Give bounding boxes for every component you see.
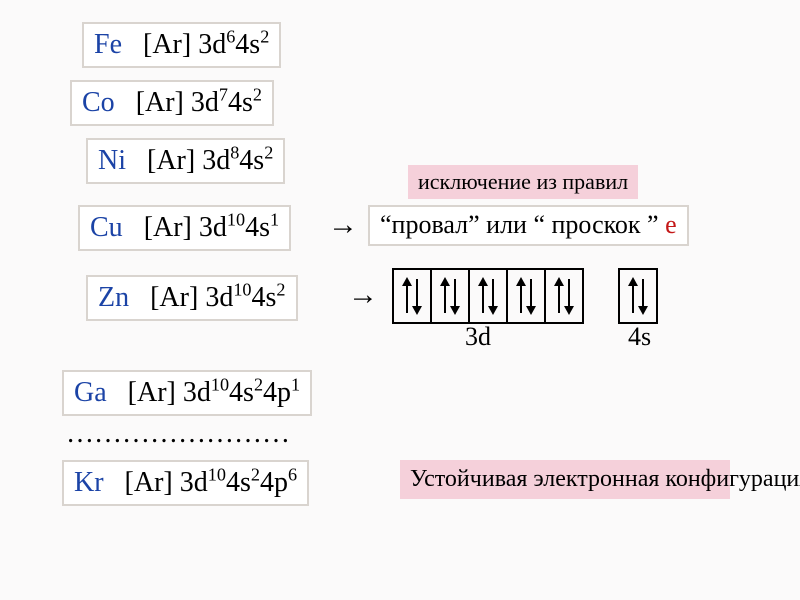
term-cu-3d: 3d xyxy=(199,212,227,243)
note-slip: “провал” или “ проскок ” е xyxy=(368,205,689,246)
config-fe: Fe [Ar] 3d64s2 xyxy=(82,22,281,68)
term-kr-3d: 3d xyxy=(180,467,208,498)
core-cu: [Ar] xyxy=(144,212,192,243)
sup-cu-1: 1 xyxy=(270,210,279,230)
note-stable-prefix: Устойчивая электронная конфигурация d xyxy=(410,466,800,492)
term-ga-4s: 4s xyxy=(229,377,254,408)
config-cu: Cu [Ar] 3d104s1 xyxy=(78,205,291,251)
sup-kr-10: 10 xyxy=(208,465,226,485)
term-zn-4s: 4s xyxy=(252,282,277,313)
sup-ga-10: 10 xyxy=(211,375,229,395)
sup-fe-6: 6 xyxy=(226,27,235,47)
symbol-kr: Kr xyxy=(74,467,104,498)
sup-zn-2: 2 xyxy=(276,280,285,300)
sup-zn-10: 10 xyxy=(233,280,251,300)
term-co-3d: 3d xyxy=(191,87,219,118)
sup-fe-2: 2 xyxy=(260,27,269,47)
note-stable: Устойчивая электронная конфигурация d0, … xyxy=(400,460,730,499)
term-ga-4p: 4p xyxy=(263,377,291,408)
config-ga: Ga [Ar] 3d104s24p1 xyxy=(62,370,312,416)
symbol-ga: Ga xyxy=(74,377,107,408)
note-exception: исключение из правил xyxy=(408,165,638,199)
core-ga: [Ar] xyxy=(128,377,176,408)
orbital-3d-group xyxy=(392,268,584,324)
core-kr: [Ar] xyxy=(125,467,173,498)
symbol-co: Co xyxy=(82,87,115,118)
config-zn: Zn [Ar] 3d104s2 xyxy=(86,275,298,321)
term-ni-4s: 4s xyxy=(239,145,264,176)
term-kr-4p: 4p xyxy=(260,467,288,498)
config-ni: Ni [Ar] 3d84s2 xyxy=(86,138,285,184)
orbital-4s-group xyxy=(618,268,658,324)
term-cu-4s: 4s xyxy=(245,212,270,243)
core-co: [Ar] xyxy=(136,87,184,118)
orbital-3d-box xyxy=(468,268,508,324)
term-zn-3d: 3d xyxy=(205,282,233,313)
sup-co-7: 7 xyxy=(219,85,228,105)
term-fe-4s: 4s xyxy=(235,29,260,60)
orbital-3d-box xyxy=(506,268,546,324)
ellipsis-row: …………………… xyxy=(66,418,290,450)
sup-ni-2: 2 xyxy=(264,143,273,163)
sup-cu-10: 10 xyxy=(227,210,245,230)
term-fe-3d: 3d xyxy=(198,29,226,60)
orbital-3d-box xyxy=(430,268,470,324)
arrow-zn: → xyxy=(348,278,378,312)
term-co-4s: 4s xyxy=(228,87,253,118)
symbol-zn: Zn xyxy=(98,282,129,313)
orbital-4s-label: 4s xyxy=(628,322,651,352)
term-ga-3d: 3d xyxy=(183,377,211,408)
core-ni: [Ar] xyxy=(147,145,195,176)
orbital-3d-box xyxy=(544,268,584,324)
symbol-ni: Ni xyxy=(98,145,126,176)
orbital-3d-box xyxy=(392,268,432,324)
symbol-cu: Cu xyxy=(90,212,123,243)
symbol-fe: Fe xyxy=(94,29,122,60)
core-fe: [Ar] xyxy=(143,29,191,60)
config-kr: Kr [Ar] 3d104s24p6 xyxy=(62,460,309,506)
sup-ga-2: 2 xyxy=(254,375,263,395)
sup-ni-8: 8 xyxy=(230,143,239,163)
sup-co-2: 2 xyxy=(253,85,262,105)
orbital-3d-label: 3d xyxy=(465,322,491,352)
core-zn: [Ar] xyxy=(150,282,198,313)
config-co: Co [Ar] 3d74s2 xyxy=(70,80,274,126)
note-slip-text: “провал” или “ проскок ” xyxy=(380,210,665,239)
note-slip-e: е xyxy=(665,210,677,239)
note-exception-text: исключение из правил xyxy=(418,169,628,194)
term-kr-4s: 4s xyxy=(226,467,251,498)
sup-kr-6: 6 xyxy=(288,465,297,485)
term-ni-3d: 3d xyxy=(202,145,230,176)
sup-kr-2: 2 xyxy=(251,465,260,485)
arrow-cu: → xyxy=(328,208,358,242)
sup-ga-1: 1 xyxy=(291,375,300,395)
orbital-4s-box xyxy=(618,268,658,324)
